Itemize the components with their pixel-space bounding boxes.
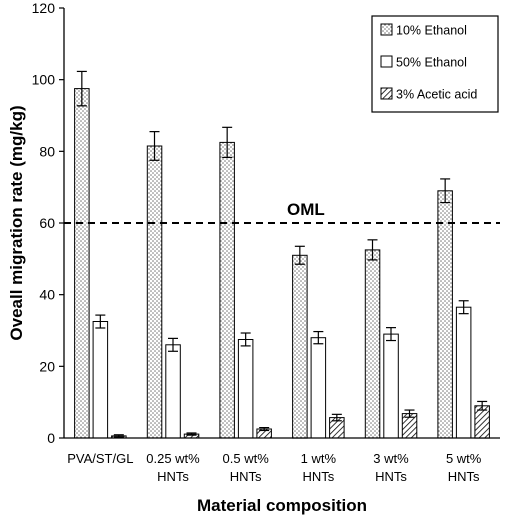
- legend-label: 50% Ethanol: [396, 56, 467, 70]
- error-bar-plain-5: [458, 300, 469, 315]
- error-bar-dots-2: [222, 126, 233, 159]
- x-tick-label: 1 wt%: [301, 451, 337, 466]
- error-bar-dots-3: [294, 245, 305, 265]
- bar-plain-4: [383, 333, 399, 439]
- legend-label: 10% Ethanol: [396, 24, 467, 38]
- legend-swatch-plain: [380, 55, 393, 68]
- y-axis-title: Oveall migration rate (mg/kg): [7, 105, 26, 340]
- bar-plain-1: [165, 344, 181, 439]
- bar-dots-0: [74, 88, 90, 439]
- legend-box: [371, 15, 499, 113]
- bar-plain-0: [92, 321, 109, 439]
- x-axis-title: Material composition: [197, 496, 367, 515]
- x-tick-label: 0.25 wt%: [146, 451, 200, 466]
- error-bar-dots-5: [440, 178, 451, 204]
- y-tick-label: 40: [39, 287, 55, 303]
- x-tick-label: 3 wt%: [373, 451, 409, 466]
- bar-plain-2: [237, 339, 254, 439]
- bar-dots-4: [364, 249, 381, 439]
- x-tick-label: HNTs: [448, 469, 480, 484]
- error-bar-hatch-1: [186, 432, 197, 436]
- legend-swatch-dots: [380, 23, 393, 36]
- x-tick-label: 5 wt%: [446, 451, 482, 466]
- error-bar-hatch-0: [113, 434, 124, 438]
- legend-label: 3% Acetic acid: [396, 88, 477, 102]
- error-bar-plain-4: [386, 327, 396, 342]
- error-bar-dots-4: [367, 239, 378, 261]
- x-tick-label: HNTs: [230, 469, 262, 484]
- x-tick-label: 0.5 wt%: [223, 451, 270, 466]
- error-bar-hatch-5: [477, 400, 488, 411]
- error-bar-hatch-4: [404, 409, 415, 418]
- error-bar-plain-2: [240, 332, 251, 347]
- x-tick-label: HNTs: [375, 469, 407, 484]
- bar-plain-5: [455, 306, 472, 439]
- y-tick-label: 120: [32, 0, 56, 16]
- y-tick-label: 0: [47, 430, 55, 446]
- error-bar-hatch-2: [259, 427, 270, 432]
- bar-dots-5: [437, 190, 453, 439]
- bar-dots-2: [219, 141, 235, 439]
- x-tick-label: HNTs: [302, 469, 334, 484]
- x-tick-label: HNTs: [157, 469, 189, 484]
- oml-label: OML: [287, 200, 325, 219]
- error-bar-hatch-3: [331, 413, 342, 422]
- error-bar-dots-1: [149, 131, 160, 161]
- error-bar-plain-0: [95, 314, 106, 329]
- bar-dots-3: [292, 254, 308, 439]
- legend: 10% Ethanol 50% Ethanol 3% Acetic acid: [371, 15, 499, 113]
- y-tick-label: 20: [39, 358, 55, 374]
- error-bar-plain-3: [313, 330, 324, 345]
- y-tick-label: 80: [39, 143, 55, 159]
- legend-swatch-hatch: [380, 87, 393, 100]
- error-bar-plain-1: [168, 337, 178, 352]
- y-tick-label: 100: [32, 72, 56, 88]
- error-bar-dots-0: [76, 70, 87, 107]
- bar-dots-1: [146, 145, 163, 439]
- x-tick-label: PVA/ST/GL: [67, 451, 133, 466]
- bar-plain-3: [310, 337, 327, 439]
- y-tick-label: 60: [39, 215, 55, 231]
